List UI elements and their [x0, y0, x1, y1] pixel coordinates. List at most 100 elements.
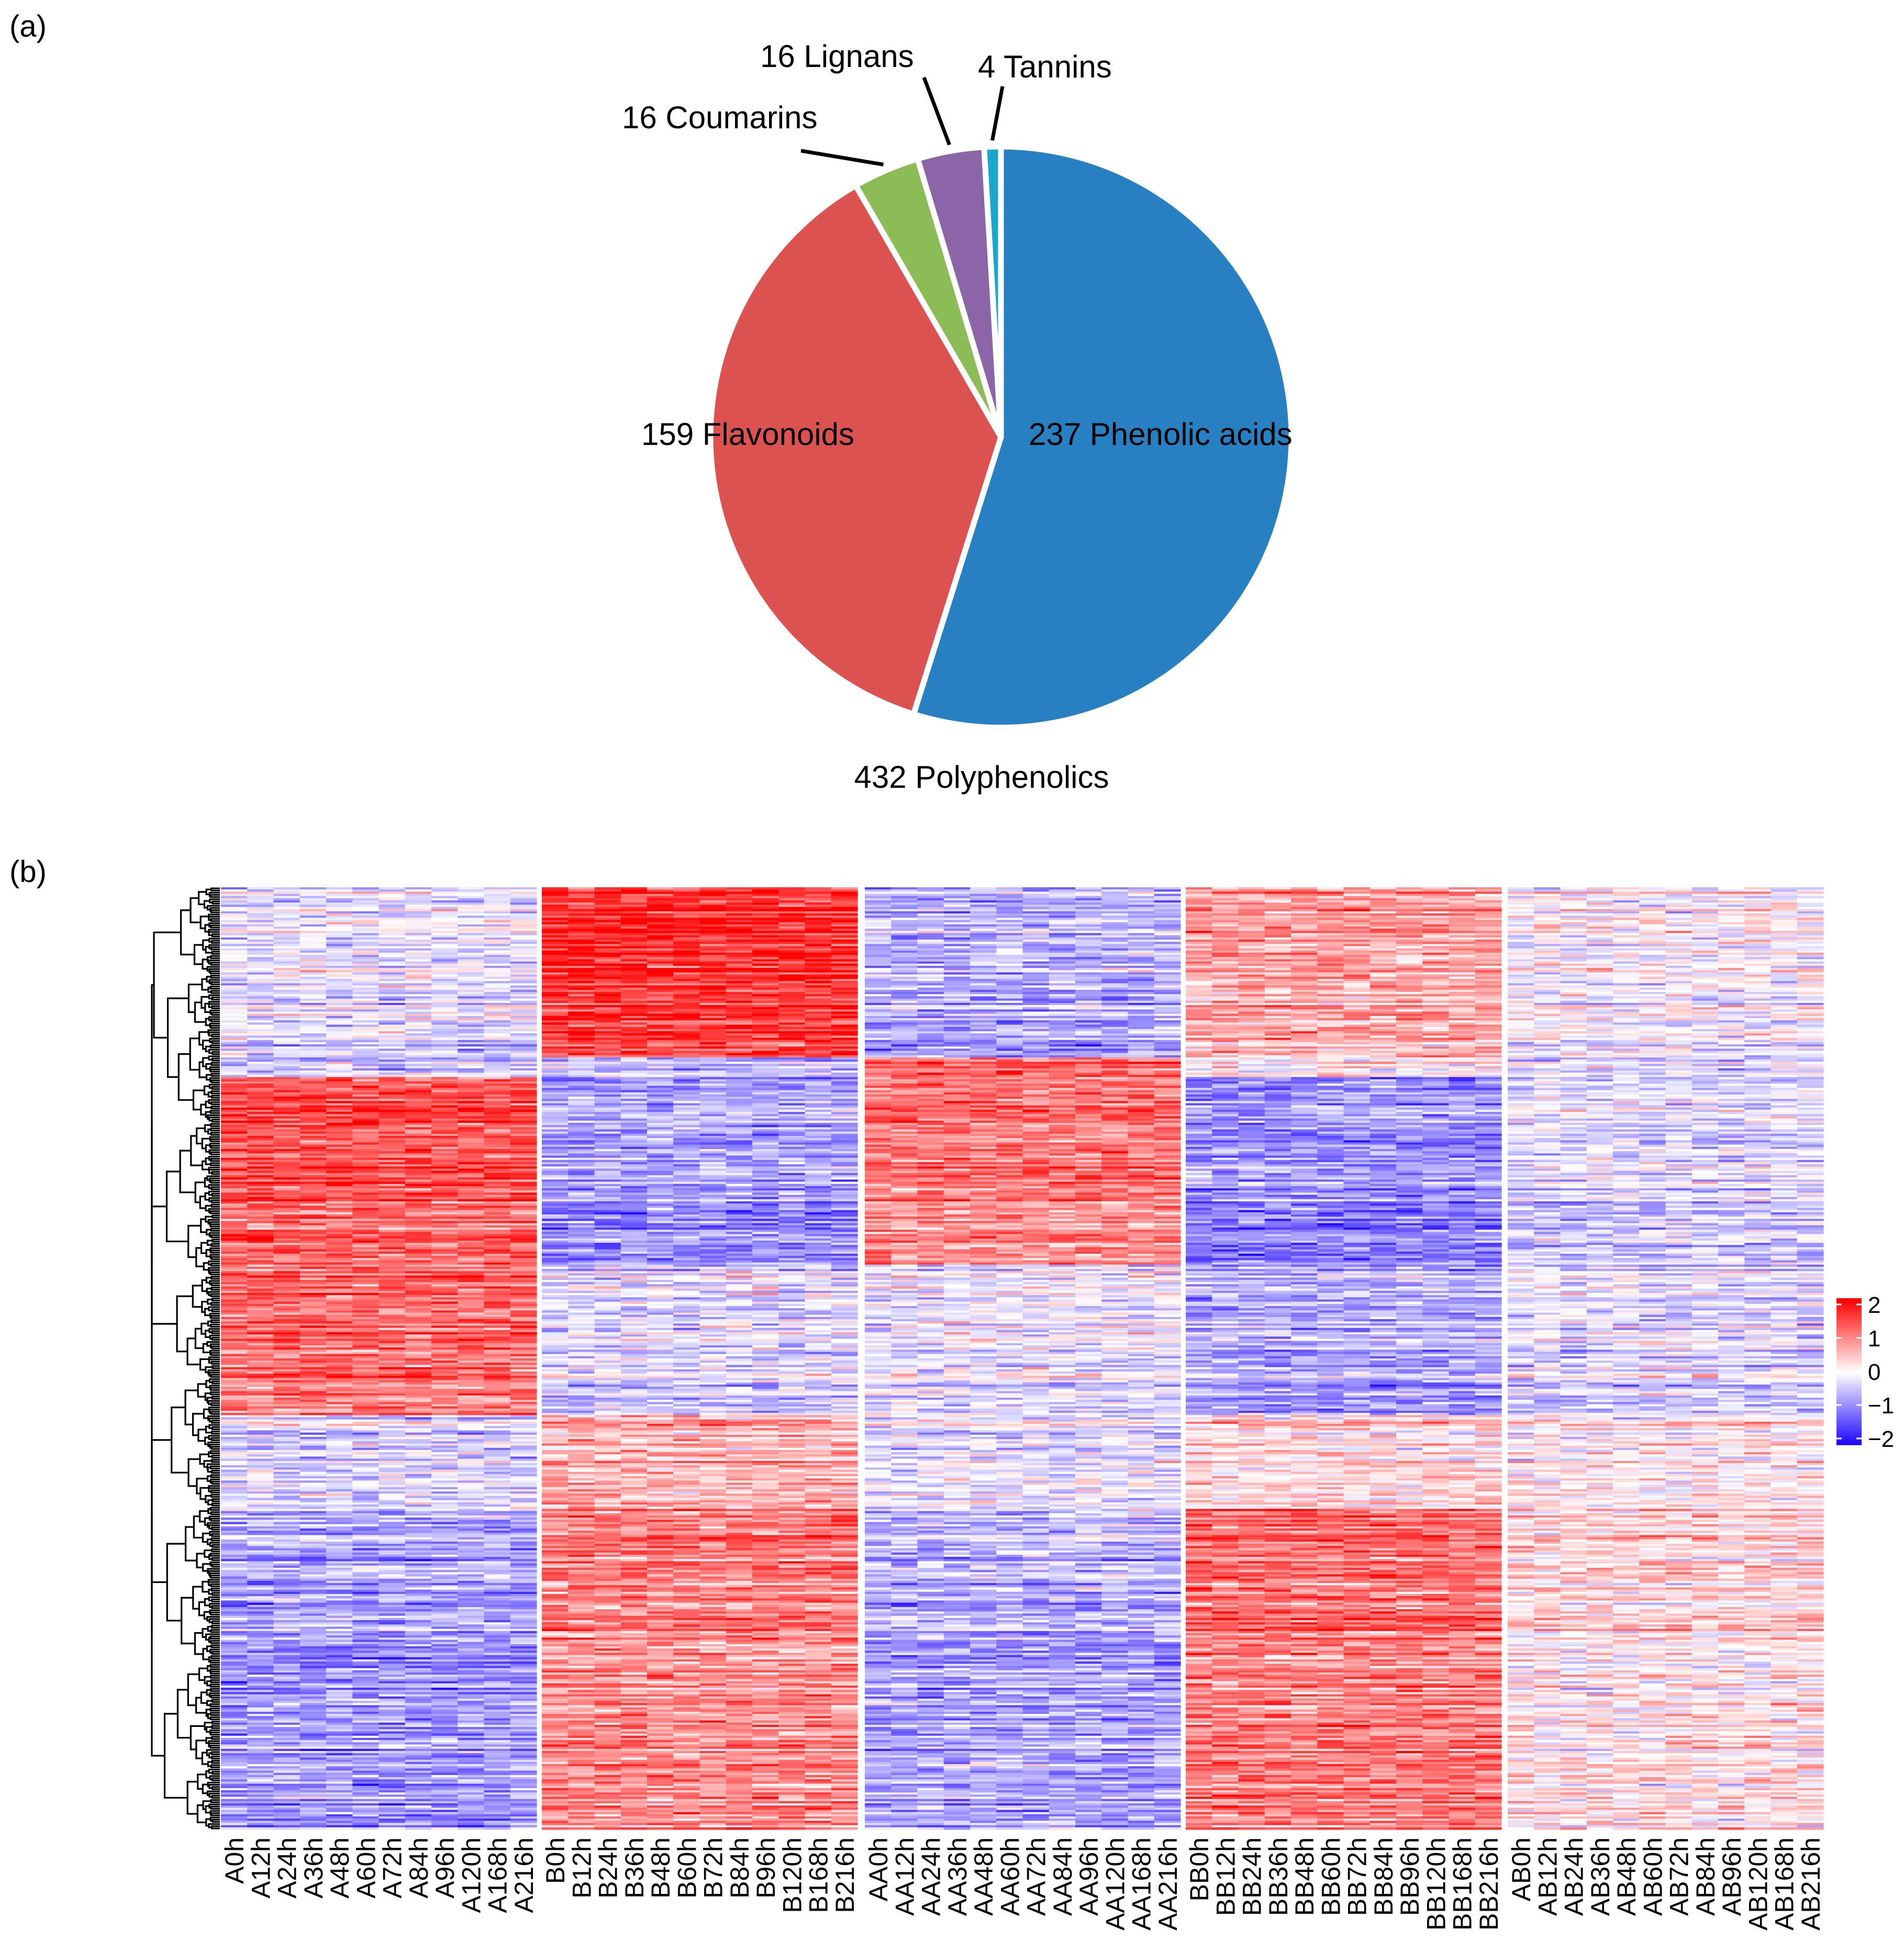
heatmap-cell — [831, 902, 858, 905]
heatmap-cell — [1586, 1016, 1613, 1019]
heatmap-cell — [1534, 961, 1561, 964]
heatmap-cell — [1534, 1007, 1561, 1010]
heatmap-cell — [1422, 996, 1450, 999]
heatmap-cell — [594, 972, 621, 975]
heatmap-cell — [484, 1016, 511, 1019]
heatmap-cell — [458, 974, 485, 977]
heatmap-cell — [1639, 1002, 1666, 1006]
heatmap-cell — [917, 933, 944, 936]
pie-leader-line — [990, 86, 1005, 141]
heatmap-cell — [1449, 961, 1476, 964]
heatmap-cell — [431, 963, 458, 966]
heatmap-cell — [726, 970, 753, 973]
heatmap-cell — [943, 902, 971, 905]
heatmap-cell — [1613, 887, 1640, 890]
heatmap-cell — [917, 907, 944, 910]
dendrogram-branch — [211, 1498, 220, 1502]
heatmap-cell — [1128, 927, 1155, 929]
heatmap-cell — [1586, 953, 1613, 955]
heatmap-cell — [1771, 998, 1798, 1001]
heatmap-cell — [647, 1011, 674, 1014]
dendrogram-branch — [209, 1675, 220, 1679]
heatmap-cell — [1797, 1038, 1824, 1041]
heatmap-cell — [699, 1038, 727, 1041]
heatmap-cell — [1475, 989, 1502, 992]
heatmap-cell — [1449, 907, 1476, 910]
heatmap-cell — [1101, 992, 1129, 995]
heatmap-cell — [1665, 1040, 1693, 1043]
heatmap-cell — [831, 959, 858, 962]
heatmap-cell — [1264, 953, 1291, 955]
heatmap-cell — [943, 911, 971, 914]
heatmap-cell — [1238, 1044, 1265, 1047]
heatmap-cell — [221, 909, 248, 912]
heatmap-cell — [1586, 891, 1613, 895]
heatmap-cell — [1560, 1020, 1587, 1023]
heatmap-cell — [1613, 891, 1640, 895]
heatmap-cell — [378, 909, 406, 912]
heatmap-cell — [594, 1048, 621, 1052]
pie-leader-line — [800, 149, 884, 166]
heatmap-cell — [1744, 918, 1772, 921]
heatmap-cell — [1691, 909, 1719, 912]
dendrogram-branch — [210, 1805, 220, 1810]
heatmap-cell — [352, 887, 380, 890]
heatmap-cell — [1101, 887, 1129, 890]
heatmap-cell — [1186, 911, 1212, 914]
heatmap-cell — [378, 902, 406, 905]
heatmap-cell — [865, 935, 892, 938]
heatmap-cell — [699, 976, 727, 979]
heatmap-cell — [326, 1000, 353, 1003]
heatmap-cell — [917, 970, 944, 973]
heatmap-cell — [1238, 948, 1265, 951]
heatmap-cell — [1022, 922, 1050, 925]
heatmap-cell — [1186, 959, 1212, 962]
heatmap-cell — [1075, 979, 1102, 981]
heatmap-cell — [299, 1044, 327, 1047]
dendrogram-branch — [196, 1804, 206, 1824]
heatmap-cell — [620, 944, 648, 947]
heatmap-cell — [647, 1002, 674, 1006]
heatmap-cell — [1022, 1051, 1050, 1054]
heatmap-cell — [1343, 922, 1371, 925]
heatmap-cell — [620, 1016, 648, 1019]
heatmap-cell — [891, 1000, 918, 1003]
heatmap-cell — [673, 963, 700, 966]
heatmap-cell — [1449, 948, 1476, 951]
heatmap-cell — [378, 961, 406, 964]
heatmap-cell — [1343, 931, 1371, 934]
heatmap-cell — [1449, 1022, 1476, 1025]
heatmap-cell — [221, 927, 248, 929]
heatmap-cell — [1186, 1020, 1212, 1023]
heatmap-cell — [1396, 957, 1423, 960]
heatmap-cell — [1560, 1046, 1587, 1049]
heatmap-cell — [891, 913, 918, 916]
heatmap-cell — [221, 937, 248, 940]
heatmap-cell — [726, 905, 753, 908]
heatmap-cell — [1128, 996, 1155, 999]
heatmap-cell — [510, 1000, 537, 1003]
heatmap-cell — [620, 1024, 648, 1028]
dendrogram-branch — [194, 1632, 204, 1655]
dendrogram-branch — [205, 1726, 212, 1733]
heatmap-cell — [352, 961, 380, 964]
heatmap-cell — [326, 948, 353, 951]
dendrogram-branch — [210, 1624, 220, 1629]
heatmap-cell — [1508, 972, 1534, 975]
heatmap-cell — [1586, 898, 1613, 901]
heatmap-cell — [568, 1002, 595, 1006]
dendrogram-branch — [210, 1629, 220, 1633]
heatmap-cell — [1128, 940, 1155, 942]
heatmap-cell — [247, 894, 274, 897]
heatmap-cell — [1128, 1051, 1155, 1054]
heatmap-cell — [431, 1022, 458, 1025]
heatmap-cell — [542, 996, 569, 999]
heatmap-cell — [1101, 944, 1129, 947]
heatmap-cell — [1238, 909, 1265, 912]
heatmap-cell — [431, 989, 458, 992]
pie-chart: 237 Phenolic acids 159 Flavonoids 16 Cou… — [622, 39, 1295, 795]
heatmap-cell — [1586, 1000, 1613, 1003]
heatmap-cell — [831, 937, 858, 940]
slice-label-flavonoids: 159 Flavonoids — [641, 417, 854, 452]
heatmap-cell — [1691, 891, 1719, 895]
